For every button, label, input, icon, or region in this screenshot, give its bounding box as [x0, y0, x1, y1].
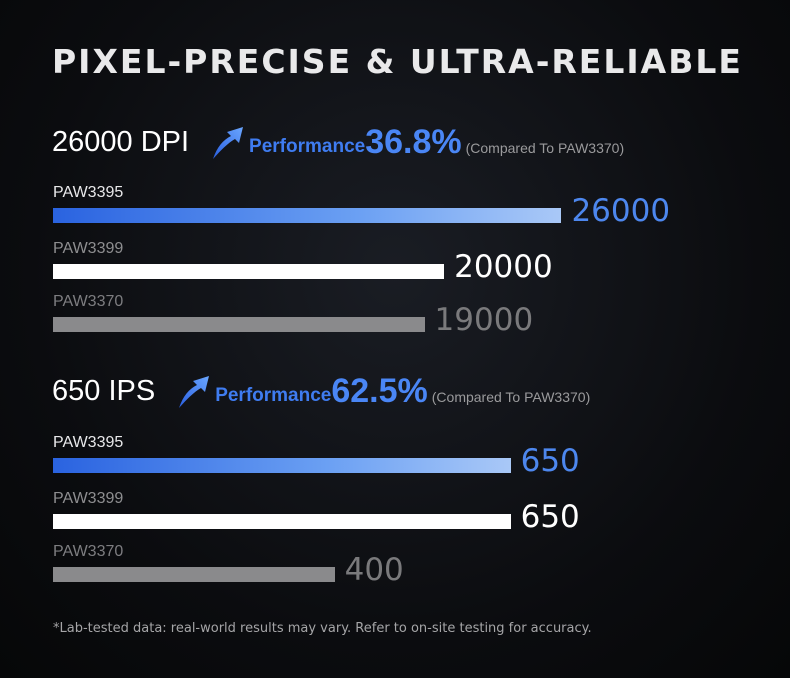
footnote: *Lab-tested data: real-world results may…	[53, 621, 592, 636]
bar	[53, 264, 445, 279]
bar-value-label: 26000	[571, 193, 671, 229]
dpi-bar-row: PAW3395 26000	[53, 184, 753, 236]
bar-value-label: 19000	[434, 302, 534, 338]
bar-value-label: 650	[520, 443, 580, 479]
bar-label: PAW3370	[53, 543, 124, 560]
bar	[53, 208, 562, 223]
ips-metric-label: 650 IPS	[52, 374, 156, 407]
bar	[53, 317, 425, 332]
ips-performance-word: Performance	[215, 385, 332, 406]
bar-value-label: 20000	[454, 249, 553, 285]
up-arrow-icon	[179, 376, 210, 408]
ips-bar-row: PAW3399 650	[53, 490, 753, 542]
bar-label: PAW3370	[53, 293, 124, 310]
bar-value-label: 650	[520, 499, 580, 535]
bar-label: PAW3395	[53, 434, 124, 451]
dpi-performance-value: 36.8%	[365, 122, 462, 161]
dpi-performance-word: Performance	[249, 136, 366, 157]
ips-bar-row: PAW3395 650	[53, 434, 753, 486]
bar	[53, 567, 335, 582]
bar	[53, 514, 511, 529]
dpi-header: 26000 DPI Performance 36.8% (Compared To…	[52, 118, 624, 166]
bar-label: PAW3399	[53, 490, 124, 507]
dpi-bar-row: PAW3370 19000	[53, 293, 753, 345]
dpi-bar-row: PAW3399 20000	[53, 240, 753, 292]
ips-performance-value: 62.5%	[331, 371, 428, 410]
ips-header: 650 IPS Performance 62.5% (Compared To P…	[52, 367, 590, 415]
ips-compare-note: (Compared To PAW3370)	[431, 389, 591, 405]
page-title: PIXEL-PRECISE & ULTRA-RELIABLE	[52, 42, 743, 81]
ips-bar-row: PAW3370 400	[53, 543, 753, 595]
bar-value-label: 400	[344, 552, 404, 588]
dpi-compare-note: (Compared To PAW3370)	[465, 140, 625, 156]
dpi-metric-label: 26000 DPI	[52, 125, 190, 158]
bar-label: PAW3395	[53, 184, 124, 201]
bar	[53, 458, 511, 473]
bar-label: PAW3399	[53, 240, 124, 257]
up-arrow-icon	[213, 127, 244, 159]
